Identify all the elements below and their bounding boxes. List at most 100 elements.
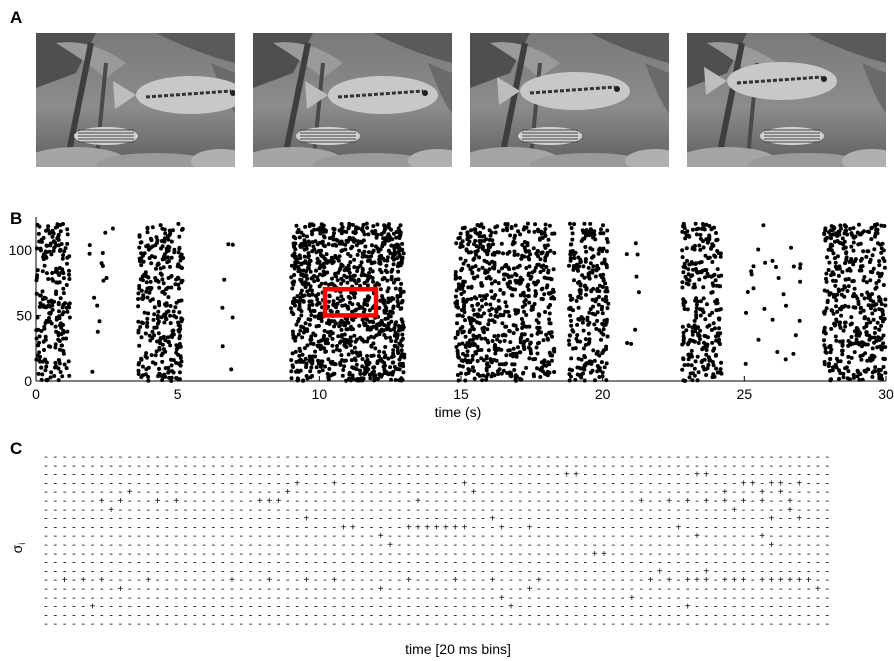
spike-dot: [51, 248, 56, 253]
inactive-bin: -: [815, 620, 821, 631]
spike-dot: [38, 301, 43, 306]
spike-dot: [58, 296, 63, 301]
inactive-bin: -: [554, 620, 560, 631]
inactive-bin: -: [164, 620, 170, 631]
video-frame: [253, 33, 452, 167]
spike-dot: [58, 223, 63, 227]
inactive-bin: -: [201, 620, 207, 631]
inactive-bin: -: [806, 620, 812, 631]
spike-dot: [67, 373, 72, 378]
spike-dot: [53, 345, 58, 350]
spike-dot: [64, 283, 69, 287]
spike-dot: [54, 329, 59, 334]
inactive-bin: -: [768, 620, 774, 631]
panel-label-a: A: [10, 8, 23, 27]
inactive-bin: -: [145, 620, 151, 631]
inactive-bin: -: [182, 620, 188, 631]
inactive-bin: -: [713, 620, 719, 631]
spike-dot: [64, 336, 69, 341]
spike-dot: [57, 309, 61, 314]
inactive-bin: -: [173, 620, 179, 631]
inactive-bin: -: [424, 620, 430, 631]
inactive-bin: -: [480, 620, 486, 631]
spike-dot: [46, 224, 51, 229]
spike-dot: [37, 304, 42, 309]
inactive-bin: -: [303, 620, 309, 631]
spike-dot: [57, 323, 62, 328]
inactive-bin: -: [638, 620, 644, 631]
inactive-bin: -: [657, 620, 663, 631]
inactive-bin: -: [564, 620, 570, 631]
spike-dot: [60, 374, 65, 379]
video-frame: [470, 33, 669, 167]
inactive-bin: -: [703, 620, 709, 631]
inactive-bin: -: [796, 620, 802, 631]
spike-dot: [40, 359, 45, 364]
spike-dot: [43, 296, 48, 301]
inactive-bin: -: [43, 620, 49, 631]
inactive-bin: -: [341, 620, 347, 631]
spike-dot: [61, 328, 66, 333]
inactive-bin: -: [294, 620, 300, 631]
inactive-bin: -: [313, 620, 319, 631]
inactive-bin: -: [62, 620, 68, 631]
inactive-bin: -: [610, 620, 616, 631]
spike-dot: [38, 359, 43, 364]
inactive-bin: -: [647, 620, 653, 631]
spike-dot: [41, 235, 46, 240]
spike-dot: [53, 365, 57, 370]
inactive-bin: -: [517, 620, 523, 631]
inactive-bin: -: [257, 620, 263, 631]
inactive-bin: -: [722, 620, 728, 631]
spike-dot: [57, 271, 62, 276]
spike-dot: [56, 333, 61, 338]
inactive-bin: -: [117, 620, 123, 631]
spike-dot: [44, 271, 49, 276]
inactive-bin: -: [359, 620, 365, 631]
inactive-bin: -: [489, 620, 495, 631]
spike-dot: [65, 261, 69, 266]
panel-label-b: B: [10, 209, 23, 228]
inactive-bin: -: [350, 620, 356, 631]
spike-dot: [65, 241, 70, 246]
inactive-bin: -: [108, 620, 114, 631]
spike-dot: [53, 342, 58, 347]
inactive-bin: -: [220, 620, 226, 631]
binary-y-axis-label: σi: [9, 543, 27, 554]
video-frame: [36, 33, 235, 167]
inactive-bin: -: [778, 620, 784, 631]
inactive-bin: -: [127, 620, 133, 631]
panel-label-c: C: [10, 439, 23, 458]
inactive-bin: -: [275, 620, 281, 631]
inactive-bin: -: [592, 620, 598, 631]
spike-dot: [43, 249, 48, 254]
inactive-bin: -: [545, 620, 551, 631]
inactive-bin: -: [750, 620, 756, 631]
inactive-bin: -: [378, 620, 384, 631]
inactive-bin: -: [210, 620, 216, 631]
video-frame: [687, 33, 886, 167]
binary-grid: ----------------------------------------…: [43, 453, 830, 631]
spike-dot: [57, 361, 62, 366]
inactive-bin: -: [629, 620, 635, 631]
inactive-bin: -: [396, 620, 402, 631]
inactive-bin: -: [527, 620, 533, 631]
inactive-bin: -: [248, 620, 254, 631]
inactive-bin: -: [155, 620, 161, 631]
spike-dot: [53, 324, 58, 329]
inactive-bin: -: [694, 620, 700, 631]
inactive-bin: -: [434, 620, 440, 631]
inactive-bin: -: [229, 620, 235, 631]
spike-dot: [47, 231, 52, 236]
spike-dot: [61, 336, 66, 341]
inactive-bin: -: [573, 620, 579, 631]
inactive-bin: -: [192, 620, 198, 631]
inactive-bin: -: [99, 620, 105, 631]
binary-x-axis-label: time [20 ms bins]: [405, 641, 511, 657]
inactive-bin: -: [675, 620, 681, 631]
spike-dot: [47, 316, 51, 320]
inactive-bin: -: [238, 620, 244, 631]
spike-dot: [36, 231, 41, 236]
